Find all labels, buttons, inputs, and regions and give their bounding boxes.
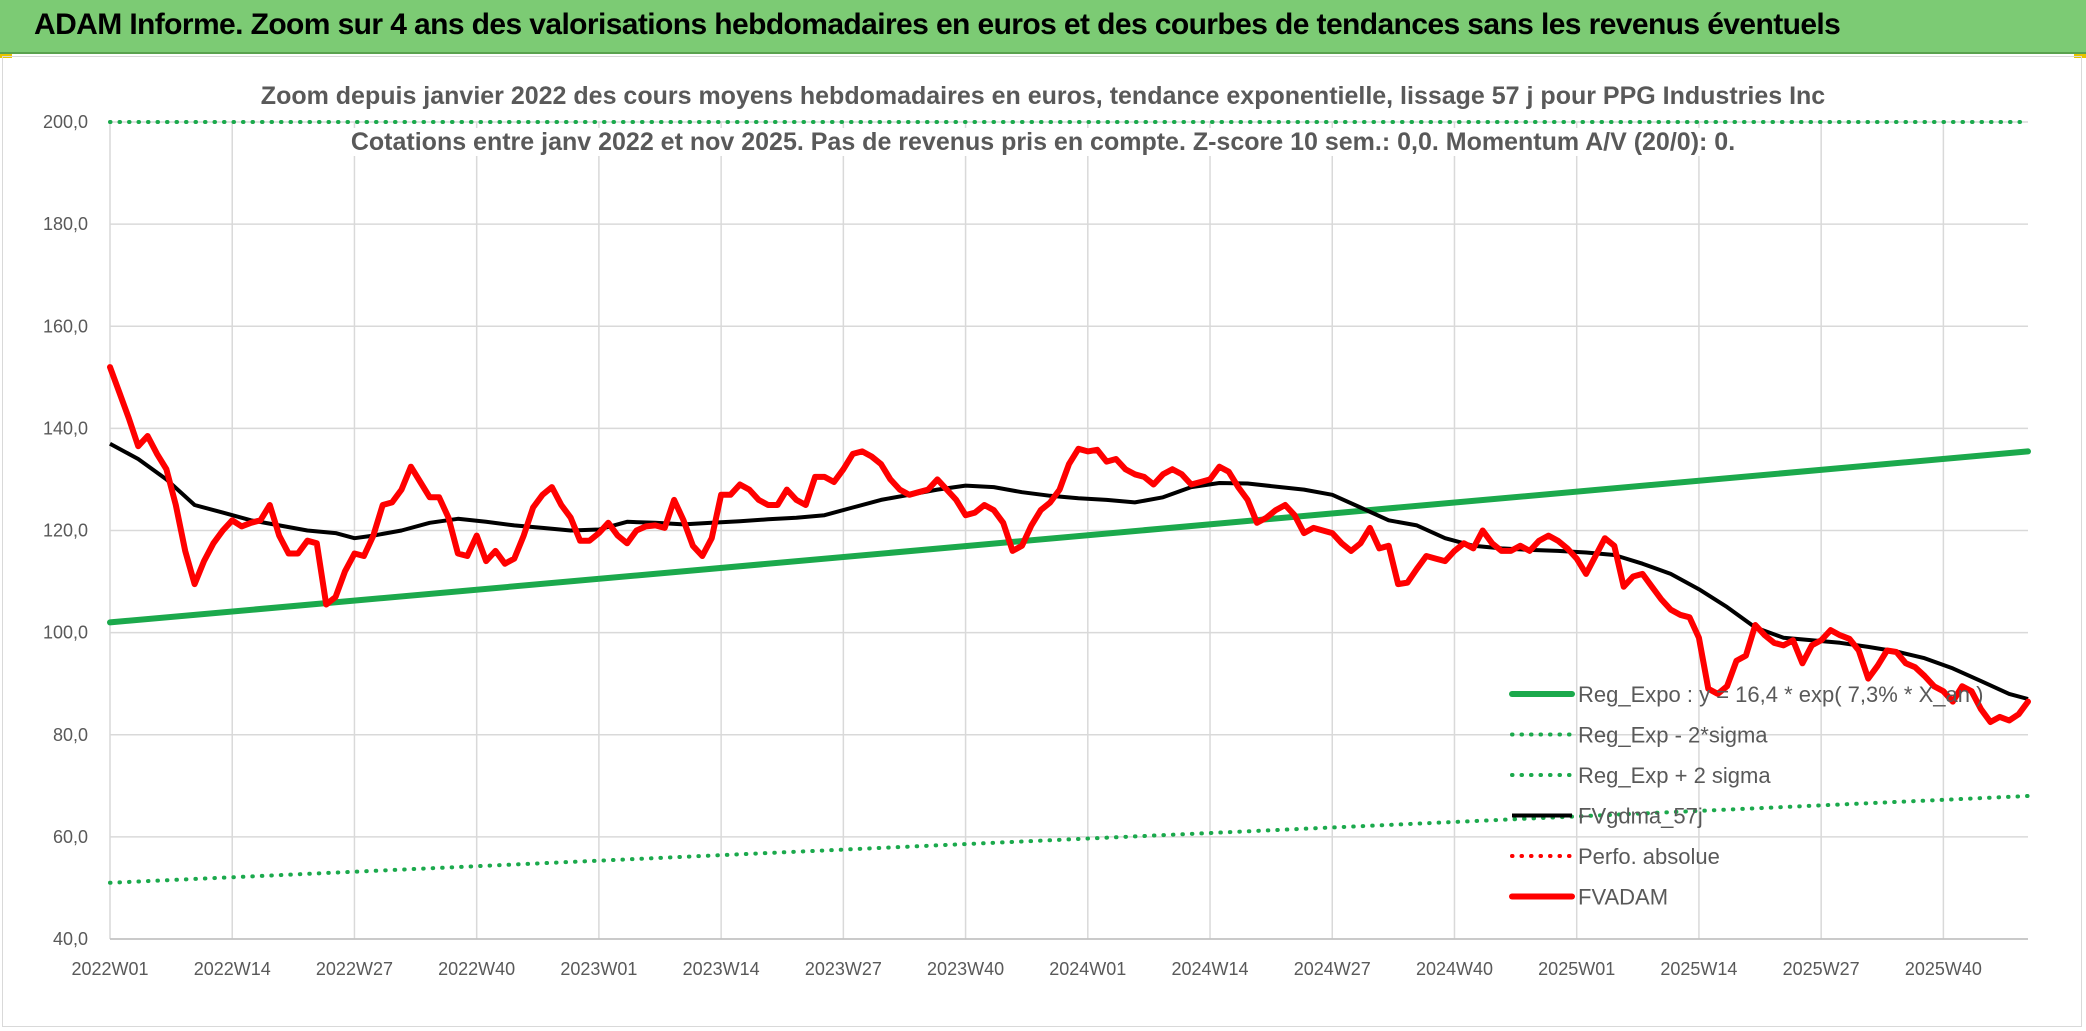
series-lines (107, 120, 2031, 885)
x-tick-label: 2024W01 (1049, 959, 1126, 979)
x-tick-label: 2024W40 (1416, 959, 1493, 979)
y-tick-label: 100,0 (43, 623, 88, 643)
y-tick-label: 60,0 (53, 827, 88, 847)
x-axis-ticks: 2022W01 2022W14 2022W27 2022W40 2023W01 2023W… (71, 959, 1981, 979)
fvadam-line (107, 364, 2031, 725)
x-tick-label: 2025W40 (1905, 959, 1982, 979)
chart-title: Zoom depuis janvier 2022 des cours moyen… (0, 82, 2086, 111)
x-tick-label: 2023W14 (683, 959, 760, 979)
y-tick-label: 180,0 (43, 214, 88, 234)
y-tick-label: 120,0 (43, 521, 88, 541)
chart-title-text: Zoom depuis janvier 2022 des cours moyen… (250, 82, 1836, 110)
x-tick-label: 2023W40 (927, 959, 1004, 979)
y-tick-label: 200,0 (43, 112, 88, 132)
y-tick-label: 40,0 (53, 929, 88, 949)
chart-subtitle: Cotations entre janv 2022 et nov 2025. P… (0, 128, 2086, 157)
header-banner: ADAM Informe. Zoom sur 4 ans des valoris… (0, 0, 2086, 54)
y-tick-label: 140,0 (43, 418, 88, 438)
legend-label: FVADAM (1578, 885, 1668, 910)
legend-label: Reg_Exp + 2 sigma (1578, 763, 1771, 788)
x-tick-label: 2023W27 (805, 959, 882, 979)
reg-exp-minus-2sigma-line (108, 794, 2030, 885)
page-title: ADAM Informe. Zoom sur 4 ans des valoris… (34, 8, 1841, 41)
gridlines (109, 121, 2028, 940)
legend-label: FVgdma_57j (1578, 804, 1703, 829)
y-tick-label: 80,0 (53, 725, 88, 745)
x-tick-label: 2025W27 (1783, 959, 1860, 979)
x-tick-label: 2022W14 (194, 959, 271, 979)
legend-label: Perfo. absolue (1578, 844, 1720, 869)
legend-label: Reg_Exp - 2*sigma (1578, 723, 1768, 748)
reg-expo-line (107, 448, 2031, 626)
legend-label: Reg_Expo : y = 16,4 * exp( 7,3% * X_an ) (1578, 682, 1983, 707)
x-tick-label: 2025W01 (1538, 959, 1615, 979)
x-tick-label: 2024W14 (1171, 959, 1248, 979)
fvgdma-57j-line (109, 441, 2029, 701)
chart-subtitle-text: Cotations entre janv 2022 et nov 2025. P… (340, 128, 1746, 156)
x-tick-label: 2023W01 (560, 959, 637, 979)
x-tick-label: 2025W14 (1660, 959, 1737, 979)
y-axis-ticks: 40,0 60,0 80,0 100,0 120,0 140,0 160,0 180,0 200… (43, 112, 88, 949)
chart-frame (2, 56, 2082, 1027)
y-tick-label: 160,0 (43, 316, 88, 336)
x-tick-label: 2022W01 (71, 959, 148, 979)
legend: Reg_Expo : y = 16,4 * exp( 7,3% * X_an )… (1509, 682, 1983, 910)
x-tick-label: 2024W27 (1294, 959, 1371, 979)
x-tick-label: 2022W40 (438, 959, 515, 979)
x-tick-label: 2022W27 (316, 959, 393, 979)
